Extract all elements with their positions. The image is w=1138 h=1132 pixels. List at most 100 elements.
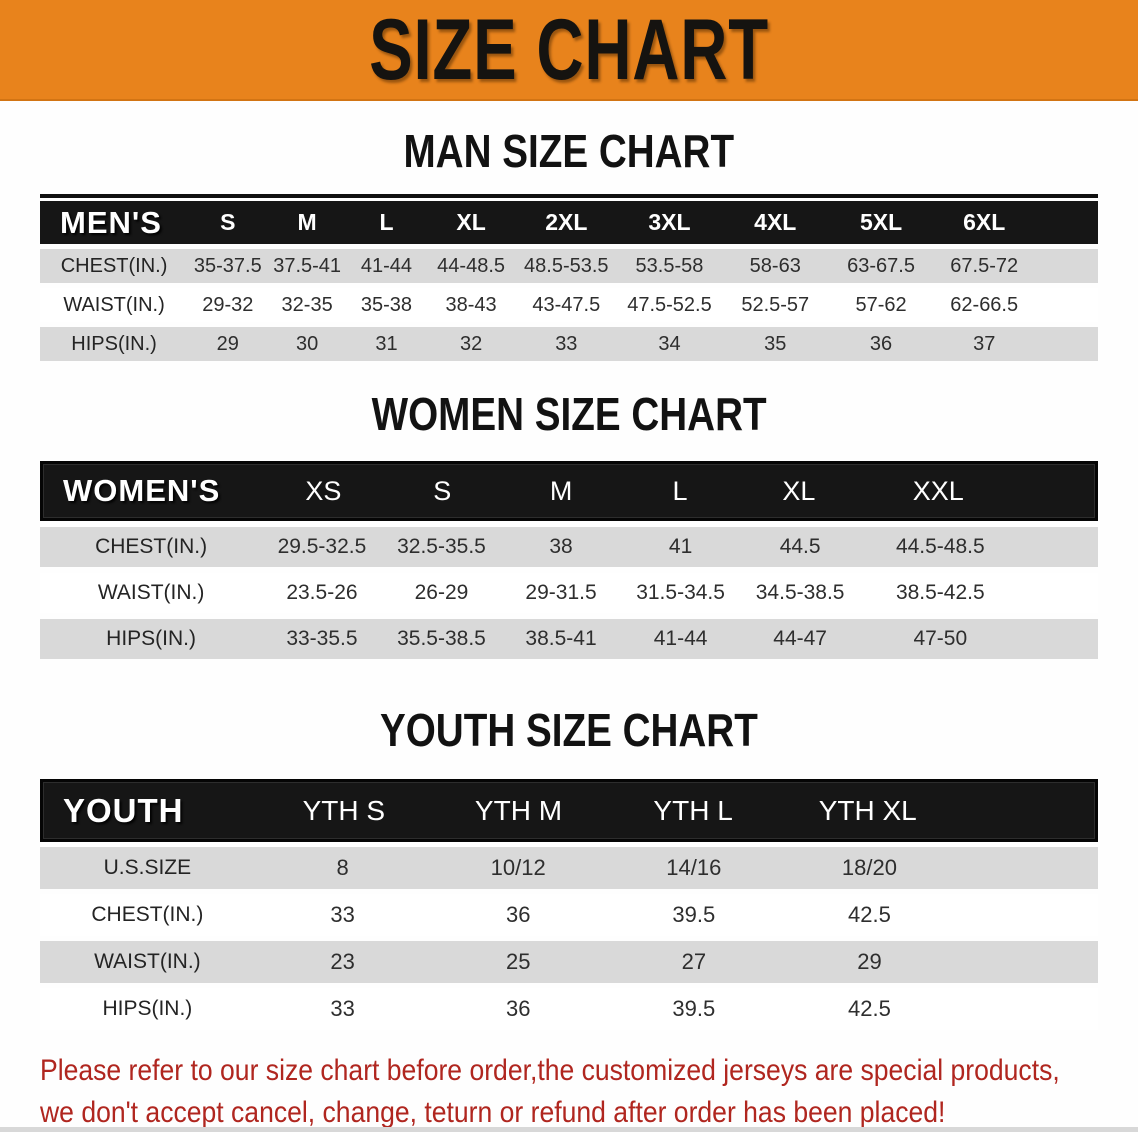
value-cell: 62-66.5 [950,293,1019,316]
value-cell: 29-31.5 [525,581,597,604]
value-cell: 42.5 [848,902,891,927]
value-cell: 36 [505,996,531,1021]
youth-size-header: YTH L [653,794,733,826]
value-cell: 42.5 [848,996,891,1021]
men-row-waistin: WAIST(IN.) 29-32 32-35 35-38 38-43 43-47.5 47.… [40,288,1098,322]
row-label: CHEST(IN.) [95,535,208,558]
disclaimer: Please refer to our size chart before or… [40,1050,1138,1132]
value-cell: 41 [668,535,693,558]
value-cell: 63-67.5 [847,254,915,277]
value-cell: 67.5-72 [950,254,1019,277]
value-cell: 44-48.5 [437,254,506,277]
youth-row-waistin: WAIST(IN.) 23 25 27 29 [40,941,1098,983]
men-size-header: L [379,209,394,235]
value-cell: 39.5 [672,996,716,1021]
value-cell: 48.5-53.5 [524,254,609,277]
men-table-topline [40,194,1098,198]
row-label: WAIST(IN.) [94,950,201,973]
men-table-body: CHEST(IN.) 35-37.5 37.5-41 41-44 44-48.5 48.5… [40,249,1098,361]
women-corner-label: WOMEN'S [63,473,221,508]
value-cell: 44-47 [773,627,827,650]
youth-row-hipsin: HIPS(IN.) 33 36 39.5 42.5 [40,988,1098,1030]
women-row-hipsin: HIPS(IN.) 33-35.5 35.5-38.5 38.5-41 41-44 44-… [40,619,1098,659]
women-section-title: WOMEN SIZE CHART [0,391,1138,437]
value-cell: 44.5-48.5 [895,535,985,558]
value-cell: 37 [973,332,996,355]
value-cell: 34 [658,332,681,355]
women-size-header: XL [782,475,816,506]
women-row-waistin: WAIST(IN.) 23.5-26 26-29 29-31.5 31.5-34.5 34… [40,573,1098,613]
value-cell: 32-35 [281,293,333,316]
value-cell: 36 [869,332,893,355]
youth-table-body: U.S.SIZE 8 10/12 14/16 18/20 CHEST(IN.) 33 36 39… [40,847,1098,1030]
value-cell: 38-43 [445,293,497,316]
value-cell: 23.5-26 [286,581,358,604]
value-cell: 33 [330,902,355,927]
value-cell: 10/12 [490,855,546,880]
men-section-title: MAN SIZE CHART [0,128,1138,174]
value-cell: 25 [505,949,531,974]
value-cell: 38.5-42.5 [895,581,985,604]
value-cell: 14/16 [666,855,722,880]
row-label: U.S.SIZE [103,856,192,879]
men-size-header: S [220,209,236,235]
value-cell: 30 [296,332,319,355]
value-cell: 41-44 [360,254,413,277]
youth-row-chestin: CHEST(IN.) 33 36 39.5 42.5 [40,894,1098,936]
value-cell: 38 [549,535,573,558]
women-size-header: XXL [912,475,964,506]
men-size-header: 2XL [545,209,588,235]
page-title: SIZE CHART [369,1,769,98]
value-cell: 36 [505,902,531,927]
disclaimer-line-2: we don't accept cancel, change, teturn o… [40,1096,946,1129]
women-size-table: WOMEN'S XS S M L XL XXL CHEST(IN.) 29.5-32.5 32.… [40,461,1098,659]
youth-size-table: YOUTH YTH S YTH M YTH L YTH XL U.S.SIZE 8 10/1… [40,779,1098,1030]
women-size-header: S [433,475,452,506]
value-cell: 53.5-58 [635,254,704,277]
value-cell: 52.5-57 [741,293,810,316]
value-cell: 43-47.5 [532,293,601,316]
row-label: CHEST(IN.) [60,254,168,277]
value-cell: 26-29 [414,581,469,604]
youth-row-ussize: U.S.SIZE 8 10/12 14/16 18/20 [40,847,1098,889]
youth-size-header: YTH M [474,794,563,826]
bottom-edge-strip [0,1127,1138,1132]
value-cell: 32 [459,332,483,355]
men-size-header: 6XL [963,209,1006,235]
men-size-header: 5XL [859,209,903,235]
banner: SIZE CHART [0,0,1138,101]
men-row-chestin: CHEST(IN.) 35-37.5 37.5-41 41-44 44-48.5 48.5… [40,249,1098,283]
value-cell: 38.5-41 [525,627,597,650]
women-section-title-text: WOMEN SIZE CHART [371,388,767,440]
youth-section-title-text: YOUTH SIZE CHART [380,704,758,756]
value-cell: 35.5-38.5 [397,627,486,650]
men-size-header: 3XL [648,209,691,235]
value-cell: 44.5 [779,535,821,558]
value-cell: 47-50 [913,627,968,650]
women-size-header: XS [305,475,342,506]
youth-corner-label: YOUTH [63,791,184,829]
value-cell: 37.5-41 [273,254,342,277]
value-cell: 29 [857,949,882,974]
value-cell: 35 [764,332,787,355]
value-cell: 31 [375,332,398,355]
row-label: CHEST(IN.) [91,903,204,926]
value-cell: 32.5-35.5 [397,535,486,558]
value-cell: 35-38 [360,293,413,316]
youth-section-title: YOUTH SIZE CHART [0,707,1138,753]
row-label: HIPS(IN.) [102,997,193,1020]
youth-size-header: YTH XL [818,794,917,826]
men-section-title-text: MAN SIZE CHART [403,125,735,177]
women-table-body: CHEST(IN.) 29.5-32.5 32.5-35.5 38 41 44.5 44.5… [40,527,1098,659]
women-size-header: L [672,475,688,506]
value-cell: 27 [681,949,707,974]
row-label: WAIST(IN.) [63,293,165,316]
value-cell: 23 [330,949,355,974]
value-cell: 31.5-34.5 [636,581,725,604]
men-size-header: XL [456,209,486,235]
value-cell: 58-63 [749,254,801,277]
disclaimer-line-1: Please refer to our size chart before or… [40,1054,1060,1087]
value-cell: 29.5-32.5 [277,535,367,558]
women-size-header: M [549,475,573,506]
value-cell: 18/20 [841,855,897,880]
